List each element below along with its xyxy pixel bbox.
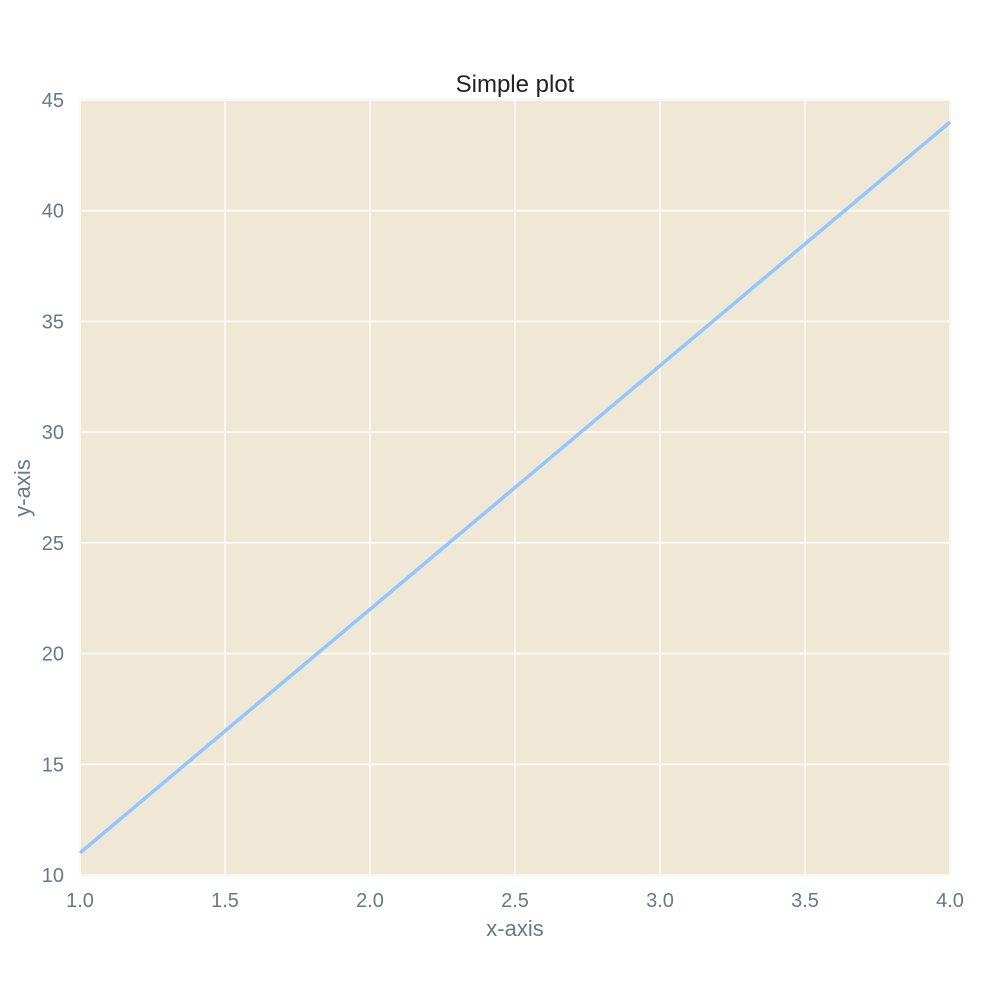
x-tick-label: 3.5 bbox=[791, 890, 819, 912]
series-layer bbox=[78, 120, 952, 855]
y-tick-labels: 10 15 20 25 30 35 40 45 bbox=[42, 90, 64, 887]
chart-title: Simple plot bbox=[456, 71, 575, 98]
x-tick-label: 1.0 bbox=[66, 890, 94, 912]
y-axis-label: y-axis bbox=[10, 459, 35, 516]
y-tick-label: 45 bbox=[42, 90, 64, 112]
series-line-0 bbox=[78, 120, 952, 855]
x-tick-label: 2.5 bbox=[501, 890, 529, 912]
x-tick-label: 2.0 bbox=[356, 890, 384, 912]
y-tick-label: 10 bbox=[42, 865, 64, 887]
y-tick-label: 20 bbox=[42, 644, 64, 666]
y-tick-label: 15 bbox=[42, 754, 64, 776]
y-tick-label: 30 bbox=[42, 422, 64, 444]
x-tick-label: 3.0 bbox=[646, 890, 674, 912]
x-axis-label: x-axis bbox=[486, 916, 543, 941]
x-tick-labels: 1.0 1.5 2.0 2.5 3.0 3.5 4.0 bbox=[66, 890, 964, 912]
x-tick-label: 4.0 bbox=[936, 890, 964, 912]
x-tick-label: 1.5 bbox=[211, 890, 239, 912]
y-tick-label: 25 bbox=[42, 533, 64, 555]
grid bbox=[79, 99, 951, 876]
y-tick-label: 40 bbox=[42, 201, 64, 223]
y-tick-label: 35 bbox=[42, 311, 64, 333]
